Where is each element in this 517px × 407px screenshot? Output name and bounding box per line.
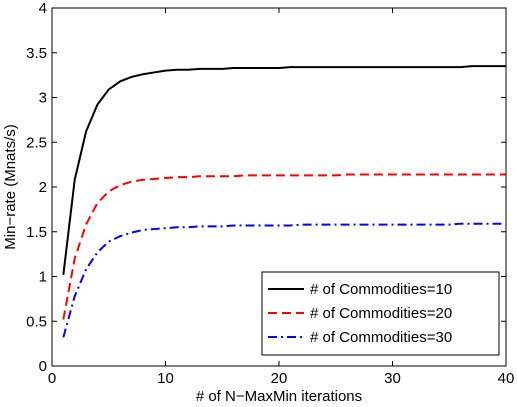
y-axis-label: Min−rate (Mnats/s) xyxy=(2,124,19,249)
series-layer xyxy=(62,65,506,338)
x-tick-label: 30 xyxy=(384,370,401,387)
y-tick-label: 2 xyxy=(39,179,47,196)
series-line-1 xyxy=(62,65,506,275)
x-tick-label: 0 xyxy=(48,370,56,387)
x-tick-label: 10 xyxy=(157,370,174,387)
series-line-2 xyxy=(62,173,506,320)
legend-label-2: # of Commodities=20 xyxy=(310,305,452,322)
x-tick-label: 20 xyxy=(271,370,288,387)
y-tick-label: 1 xyxy=(39,269,47,286)
x-tick-label: 40 xyxy=(498,370,515,387)
x-axis-label: # of N−MaxMin iterations xyxy=(196,388,362,405)
series-line-3 xyxy=(62,222,506,338)
y-tick-label: 0 xyxy=(39,358,47,375)
legend: # of Commodities=10 # of Commodities=20 # … xyxy=(261,271,500,356)
y-tick-label: 3.5 xyxy=(26,45,47,62)
y-tick-label: 1.5 xyxy=(26,224,47,241)
y-tick-label: 3 xyxy=(39,90,47,107)
legend-label-3: # of Commodities=30 xyxy=(310,329,452,346)
y-tick-label: 2.5 xyxy=(26,134,47,151)
y-tick-label: 0.5 xyxy=(26,313,47,330)
plot-frame xyxy=(51,7,507,367)
y-tick-label: 4 xyxy=(39,0,47,17)
legend-label-1: # of Commodities=10 xyxy=(310,281,452,298)
